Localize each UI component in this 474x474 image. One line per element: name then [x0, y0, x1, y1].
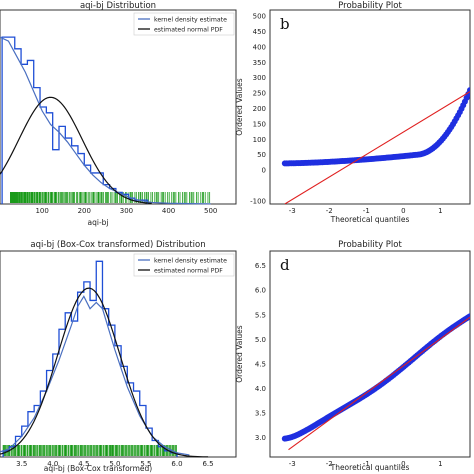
y-tick-label-b: -100	[250, 197, 266, 205]
x-tick-label-d: -2	[326, 460, 333, 468]
plot-frame-a	[0, 9, 237, 205]
x-tick-label-a: 100	[35, 207, 48, 215]
chart-title-c: aqi-bj (Box-Cox transformed) Distributio…	[30, 240, 205, 250]
x-tick-label-a: 500	[204, 207, 217, 215]
x-tick-label-d: 0	[401, 460, 405, 468]
legend-label-normal: estimated normal PDF	[154, 27, 223, 34]
x-tick-label-a: 300	[120, 207, 133, 215]
y-tick-label-d: 5.5	[255, 311, 266, 319]
legend-box-c	[133, 253, 235, 277]
x-tick-label-b: -2	[326, 207, 333, 215]
y-tick-label-b: 450	[253, 28, 266, 36]
normal-pdf-line	[0, 96, 152, 204]
legend-box-a	[133, 12, 235, 36]
x-tick-label-c: 6.0	[171, 460, 182, 468]
y-tick-label-b: 0	[262, 167, 266, 175]
y-tick-label-d: 6.5	[255, 262, 266, 270]
legend-label-kde: kernel density estimate	[154, 258, 227, 265]
y-tick-label-b: 500	[253, 13, 266, 21]
points-group-d	[281, 313, 470, 442]
y-tick-label-b: 100	[253, 136, 266, 144]
y-tick-label-d: 4.5	[255, 360, 266, 368]
x-tick-label-c: 3.5	[16, 460, 27, 468]
x-tick-label-c: 6.5	[202, 460, 213, 468]
x-tick-label-a: 200	[78, 207, 91, 215]
x-tick-label-a: 400	[162, 207, 175, 215]
y-tick-label-d: 5.0	[255, 336, 266, 344]
x-tick-label-d: -1	[363, 460, 370, 468]
y-tick-label-d: 3.5	[255, 409, 266, 417]
x-tick-label-c: 4.5	[78, 460, 89, 468]
x-tick-label-b: 1	[438, 207, 442, 215]
y-tick-label-b: 50	[257, 151, 266, 159]
y-tick-label-b: 150	[253, 120, 266, 128]
x-tick-label-c: 5.5	[140, 460, 151, 468]
y-tick-label-d: 6.0	[255, 287, 266, 295]
x-axis-label-a: aqi-bj	[88, 218, 109, 227]
x-tick-label-c: 4.0	[47, 460, 58, 468]
x-tick-label-d: 1	[438, 460, 442, 468]
y-axis-label-d: Ordered Values	[235, 325, 244, 383]
fit-line	[284, 91, 470, 204]
x-tick-label-d: -3	[289, 460, 296, 468]
y-tick-label-b: 400	[253, 43, 266, 51]
histogram-bars	[2, 260, 178, 457]
y-tick-label-d: 3.0	[255, 434, 266, 442]
legend-label-kde: kernel density estimate	[154, 17, 227, 24]
points-group-b	[281, 87, 470, 167]
chart-title-b: Probability Plot	[338, 1, 402, 11]
y-tick-label-b: 350	[253, 59, 266, 67]
x-tick-label-c: 5.0	[109, 460, 120, 468]
x-tick-label-b: -1	[363, 207, 370, 215]
legend-label-normal: estimated normal PDF	[154, 268, 223, 275]
panel-letter-b: b	[280, 15, 290, 33]
kde-line	[0, 36, 211, 205]
normal-pdf-line	[0, 287, 209, 458]
plot-frame-d	[269, 250, 471, 458]
histogram-bars	[1, 36, 149, 204]
x-axis-label-c: aqi-bj (Box-Cox transformed)	[44, 464, 153, 473]
chart-title-a: aqi-bj Distribution	[80, 1, 156, 11]
chart-title-d: Probability Plot	[338, 240, 402, 250]
fit-line	[288, 316, 470, 451]
y-tick-label-b: 300	[253, 74, 266, 82]
plot-frame-b	[269, 9, 471, 205]
y-tick-label-d: 4.0	[255, 385, 266, 393]
x-axis-label-b: Theoretical quantiles	[330, 215, 410, 224]
y-tick-label-b: 200	[253, 105, 266, 113]
x-tick-label-b: -3	[289, 207, 296, 215]
plot-frame-c	[0, 250, 237, 458]
y-tick-label-b: 250	[253, 90, 266, 98]
panel-letter-d: d	[280, 256, 290, 274]
x-tick-label-b: 0	[401, 207, 405, 215]
y-axis-label-b: Ordered Values	[235, 78, 244, 136]
x-axis-label-d: Theoretical quantiles	[330, 463, 410, 472]
